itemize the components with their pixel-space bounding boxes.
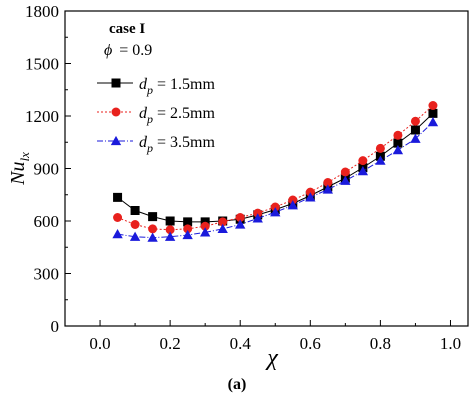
- data-point-circle: [200, 221, 210, 231]
- phi-value: = 0.9: [119, 42, 152, 59]
- data-point-square: [113, 192, 123, 202]
- legend-symbol: d: [139, 134, 148, 151]
- data-point-triangle: [287, 200, 298, 210]
- y-tick-label: 900: [34, 160, 60, 179]
- data-point-triangle: [392, 144, 404, 155]
- series-layer: [112, 101, 439, 242]
- data-point-circle: [148, 224, 158, 234]
- legend-value: = 3.5mm: [157, 134, 215, 151]
- legend-symbol: d: [139, 105, 148, 122]
- legend-value: = 1.5mm: [157, 76, 215, 93]
- data-point-triangle: [357, 165, 369, 176]
- data-point-triangle: [270, 207, 281, 217]
- data-point-triangle: [199, 227, 211, 237]
- data-point-circle: [165, 225, 175, 235]
- data-point-triangle: [235, 219, 246, 229]
- data-point-circle: [270, 202, 280, 212]
- data-point-circle: [130, 220, 140, 229]
- legend-label: dp = 2.5mm: [139, 105, 215, 126]
- legend-label: dp = 1.5mm: [139, 76, 215, 97]
- data-point-triangle: [164, 231, 176, 241]
- data-point-square: [393, 138, 403, 148]
- y-axis-label-main: Nu: [7, 162, 29, 186]
- legend-symbol: d: [139, 76, 148, 93]
- legend-label: dp = 3.5mm: [139, 134, 215, 155]
- data-point-circle: [305, 187, 315, 197]
- y-tick-label: 0: [51, 317, 60, 336]
- data-point-circle: [113, 213, 123, 222]
- series-3: [112, 116, 439, 242]
- data-point-square: [165, 216, 175, 226]
- axis-ticks: 0.0 0.2 0.4 0.6 0.8 1.0 0 300 600 900 1200 1500 1800: [25, 2, 461, 353]
- legend-item: dp = 1.5mm: [97, 76, 215, 97]
- data-point-triangle: [217, 223, 228, 234]
- legend-symbol-sub: p: [146, 112, 153, 126]
- data-point-circle: [428, 101, 438, 110]
- data-point-circle: [393, 130, 403, 140]
- data-point-circle: [410, 116, 420, 126]
- data-point-triangle: [182, 229, 193, 240]
- data-point-circle: [340, 167, 350, 177]
- phi-symbol: ϕ: [104, 42, 112, 59]
- data-point-square: [148, 212, 158, 222]
- data-point-triangle: [112, 228, 123, 239]
- x-tick-label: 0.0: [89, 334, 110, 353]
- x-tick-label: 0.8: [370, 334, 391, 353]
- y-tick-label: 300: [34, 265, 60, 284]
- x-tick-label: 0.2: [160, 334, 181, 353]
- data-point-triangle: [252, 213, 263, 223]
- x-axis-label: χ: [265, 345, 279, 371]
- case-label: case I: [109, 21, 145, 37]
- data-point-square: [410, 125, 420, 135]
- data-point-triangle: [129, 231, 141, 241]
- data-point-triangle: [305, 192, 316, 202]
- data-point-circle: [323, 178, 333, 187]
- x-tick-label: 0.4: [230, 334, 252, 353]
- data-point-triangle: [340, 175, 351, 185]
- data-point-circle: [375, 143, 385, 153]
- data-point-circle: [288, 195, 298, 205]
- data-point-triangle: [410, 133, 421, 143]
- y-tick-label: 1800: [25, 2, 59, 21]
- series-2: [113, 101, 438, 235]
- data-point-square: [183, 217, 193, 227]
- data-point-triangle: [375, 155, 386, 165]
- legend-symbol-sub: p: [146, 141, 153, 155]
- legend-item: dp = 2.5mm: [97, 105, 215, 126]
- data-point-circle: [218, 217, 228, 227]
- y-tick-label: 600: [34, 212, 60, 231]
- data-point-circle: [183, 224, 193, 234]
- y-axis-label: Nulx: [7, 152, 32, 186]
- legend-value: = 2.5mm: [157, 105, 215, 122]
- data-point-circle: [253, 208, 263, 218]
- legend-item: dp = 3.5mm: [97, 134, 215, 155]
- x-tick-label: 1.0: [440, 334, 461, 353]
- data-point-square: [428, 108, 438, 118]
- y-tick-label: 1200: [25, 107, 59, 126]
- data-point-triangle: [322, 184, 334, 194]
- data-point-square: [130, 206, 140, 215]
- data-point-square: [111, 78, 121, 88]
- data-point-circle: [235, 213, 245, 222]
- y-tick-label: 1500: [25, 55, 59, 74]
- phi-annotation: ϕ = 0.9: [104, 42, 152, 59]
- data-point-triangle: [427, 116, 439, 127]
- data-point-circle: [111, 107, 121, 117]
- data-point-triangle: [147, 232, 158, 242]
- data-point-circle: [358, 156, 368, 166]
- x-tick-label: 0.6: [300, 334, 321, 353]
- figure-caption: (a): [228, 376, 247, 393]
- legend-symbol-sub: p: [146, 83, 153, 97]
- y-axis-label-sub: lx: [17, 152, 32, 162]
- data-point-triangle: [110, 135, 122, 146]
